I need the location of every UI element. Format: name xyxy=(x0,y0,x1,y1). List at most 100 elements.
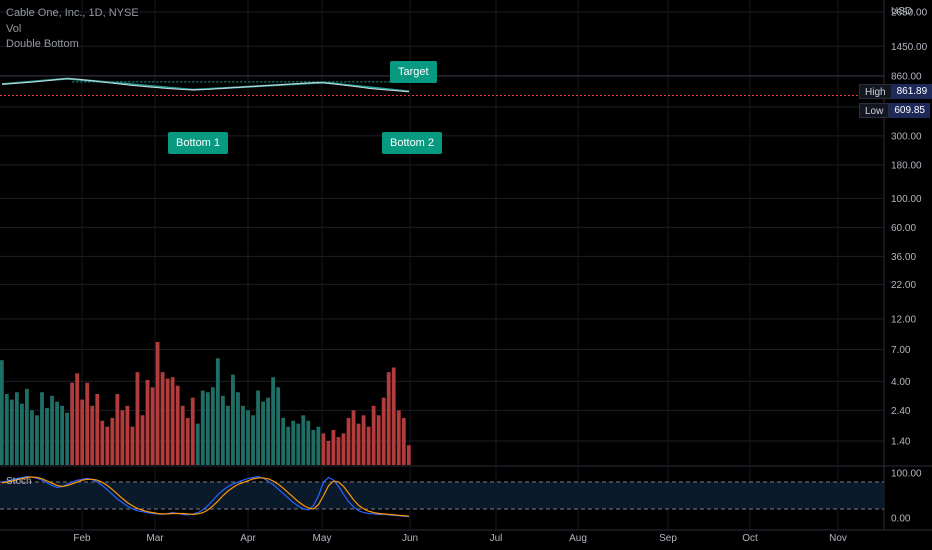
time-tick-label: Feb xyxy=(73,533,91,544)
time-tick-label: Jun xyxy=(402,533,418,544)
time-tick-label: Sep xyxy=(659,533,677,544)
volume-bar xyxy=(35,415,39,465)
price-tick-label: 36.00 xyxy=(891,252,916,263)
volume-bar xyxy=(396,410,401,465)
volume-bar xyxy=(75,373,80,465)
price-tick-label: 2650.00 xyxy=(891,8,928,19)
price-tick-label: 60.00 xyxy=(891,223,916,234)
price-tick-label: 12.00 xyxy=(891,314,916,325)
volume-bar xyxy=(85,382,90,465)
volume-bars xyxy=(0,341,411,465)
volume-bar xyxy=(14,392,19,465)
high-marker-value: 861.89 xyxy=(891,84,932,99)
volume-bar xyxy=(50,395,54,465)
volume-bar xyxy=(241,405,245,465)
volume-bar xyxy=(251,415,255,465)
volume-bar xyxy=(296,423,301,465)
double-bottom-pattern xyxy=(0,69,884,97)
volume-bar xyxy=(286,426,291,465)
volume-bar xyxy=(336,437,341,465)
volume-bar xyxy=(326,441,331,465)
volume-bar xyxy=(140,415,145,465)
volume-bar xyxy=(205,392,210,465)
volume-bar xyxy=(361,415,366,465)
volume-bar xyxy=(195,423,200,465)
volume-bar xyxy=(266,397,271,465)
volume-bar xyxy=(231,374,235,465)
price-series xyxy=(1,78,410,92)
volume-bar xyxy=(45,408,49,465)
volume-bar xyxy=(25,388,29,465)
volume-bar xyxy=(281,417,286,465)
volume-bar xyxy=(311,429,316,465)
volume-bar xyxy=(110,417,115,465)
volume-bar xyxy=(200,390,205,465)
bottom1-callout[interactable]: Bottom 1 xyxy=(168,132,229,154)
volume-bar xyxy=(215,358,220,465)
volume-bar xyxy=(261,401,265,465)
price-tick-label: 300.00 xyxy=(891,131,922,142)
volume-bar xyxy=(80,399,85,465)
grid xyxy=(0,0,932,531)
volume-bar xyxy=(155,341,160,465)
volume-bar xyxy=(100,420,105,465)
volume-bar xyxy=(165,378,170,465)
volume-bar xyxy=(65,412,70,465)
target-callout[interactable]: Target xyxy=(390,61,437,83)
stoch-tick-label: 100.00 xyxy=(891,469,922,480)
volume-bar xyxy=(381,397,386,465)
time-tick-label: Nov xyxy=(829,533,847,544)
volume-bar xyxy=(125,405,130,465)
volume-bar xyxy=(376,415,381,465)
time-tick-label: Oct xyxy=(742,533,758,544)
legend-volume[interactable]: Vol xyxy=(6,23,22,35)
price-tick-label: 4.00 xyxy=(891,377,911,388)
price-axis-currency: USD xyxy=(891,6,912,17)
stoch-tick-label: 0.00 xyxy=(891,514,911,525)
volume-bar xyxy=(190,397,195,465)
volume-bar xyxy=(40,392,44,465)
bottom2-callout[interactable]: Bottom 2 xyxy=(382,132,443,154)
volume-bar xyxy=(55,401,59,465)
high-marker: High 861.89 xyxy=(859,84,932,99)
time-tick-label: Mar xyxy=(146,533,164,544)
volume-bar xyxy=(150,387,155,465)
low-marker-value: 609.85 xyxy=(889,103,930,118)
volume-bar xyxy=(271,377,276,465)
stoch-pane: Stoch xyxy=(0,475,884,518)
volume-bar xyxy=(135,372,140,465)
legend-title[interactable]: Cable One, Inc., 1D, NYSE xyxy=(6,7,139,19)
volume-bar xyxy=(346,417,351,465)
price-tick-label: 860.00 xyxy=(891,71,922,82)
volume-bar xyxy=(180,405,185,465)
time-tick-label: May xyxy=(313,533,332,544)
volume-bar xyxy=(210,387,215,465)
volume-bar xyxy=(256,390,260,465)
price-tick-label: 1.40 xyxy=(891,437,911,448)
volume-bar xyxy=(19,403,24,465)
volume-bar xyxy=(120,410,125,465)
price-tick-label: 180.00 xyxy=(891,160,922,171)
time-tick-label: Aug xyxy=(569,533,587,544)
volume-bar xyxy=(90,405,95,465)
stoch-label: Stoch xyxy=(6,476,32,487)
legend-pattern[interactable]: Double Bottom xyxy=(6,38,79,50)
volume-bar xyxy=(115,394,120,465)
stoch-d-line xyxy=(1,476,410,517)
volume-bar xyxy=(175,385,180,465)
volume-bar xyxy=(331,429,336,465)
volume-bar xyxy=(220,395,225,465)
volume-bar xyxy=(60,405,65,465)
low-marker: Low 609.85 xyxy=(859,103,930,118)
time-tick-label: Apr xyxy=(240,533,256,544)
time-axis[interactable]: Feb Mar Apr May Jun Jul Aug Sep Oct Nov xyxy=(73,533,847,544)
volume-bar xyxy=(386,372,391,465)
volume-bar xyxy=(0,360,4,465)
price-line xyxy=(1,78,410,92)
price-tick-label: 100.00 xyxy=(891,194,922,205)
volume-bar xyxy=(130,426,135,465)
volume-bar xyxy=(225,405,230,465)
price-tick-label: 2.40 xyxy=(891,406,911,417)
volume-bar xyxy=(185,417,190,465)
